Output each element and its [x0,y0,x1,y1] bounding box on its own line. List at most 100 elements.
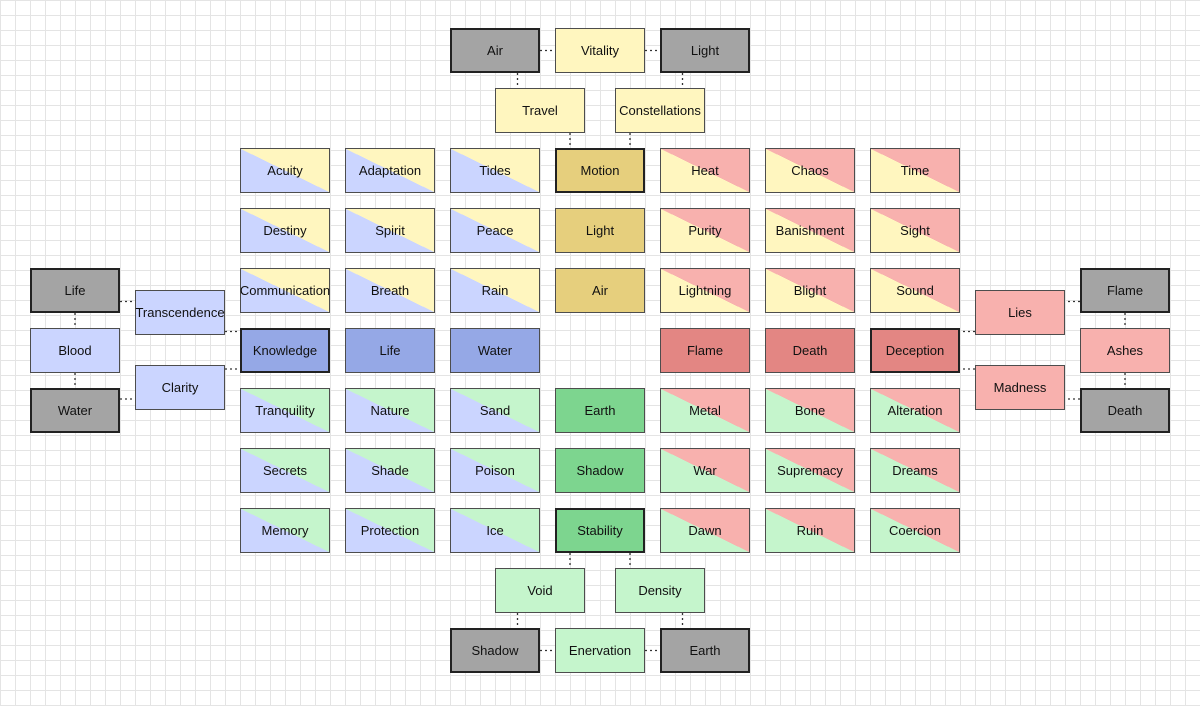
node-flame-center[interactable]: Flame [660,328,750,373]
node-density[interactable]: Density [615,568,705,613]
node-death-center[interactable]: Death [765,328,855,373]
node-label: Acuity [267,163,303,178]
node-banishment[interactable]: Banishment [765,208,855,253]
node-coercion[interactable]: Coercion [870,508,960,553]
node-top-light[interactable]: Light [660,28,750,73]
node-destiny[interactable]: Destiny [240,208,330,253]
node-label: Sight [900,223,930,238]
node-peace[interactable]: Peace [450,208,540,253]
node-label: Deception [885,343,945,358]
node-stability[interactable]: Stability [555,508,645,553]
node-label: Alteration [887,403,943,418]
node-label: Water [57,403,93,418]
node-left-blood[interactable]: Blood [30,328,120,373]
node-dreams[interactable]: Dreams [870,448,960,493]
node-dawn[interactable]: Dawn [660,508,750,553]
node-nature[interactable]: Nature [345,388,435,433]
node-spirit[interactable]: Spirit [345,208,435,253]
node-tides[interactable]: Tides [450,148,540,193]
node-label: Life [64,283,86,298]
node-label: Constellations [619,103,701,118]
node-constellations[interactable]: Constellations [615,88,705,133]
node-madness[interactable]: Madness [975,365,1065,410]
node-label: Death [1107,403,1143,418]
node-lies[interactable]: Lies [975,290,1065,335]
node-void[interactable]: Void [495,568,585,613]
node-air-center[interactable]: Air [555,268,645,313]
node-label: Travel [522,103,558,118]
node-label: Metal [689,403,721,418]
node-motion[interactable]: Motion [555,148,645,193]
node-blight[interactable]: Blight [765,268,855,313]
node-label: Destiny [263,223,307,238]
node-adaptation[interactable]: Adaptation [345,148,435,193]
node-top-vitality[interactable]: Vitality [555,28,645,73]
node-ruin[interactable]: Ruin [765,508,855,553]
node-label: Secrets [262,463,308,478]
node-water-center[interactable]: Water [450,328,540,373]
node-label: Air [592,283,608,298]
node-label: Spirit [375,223,405,238]
node-war[interactable]: War [660,448,750,493]
node-label: Lies [1008,305,1032,320]
node-poison[interactable]: Poison [450,448,540,493]
node-supremacy[interactable]: Supremacy [765,448,855,493]
node-label: Madness [993,380,1047,395]
node-ice[interactable]: Ice [450,508,540,553]
node-time[interactable]: Time [870,148,960,193]
node-knowledge[interactable]: Knowledge [240,328,330,373]
node-label: Enervation [568,643,632,658]
node-label: Earth [584,403,616,418]
node-memory[interactable]: Memory [240,508,330,553]
node-left-life[interactable]: Life [30,268,120,313]
node-top-air[interactable]: Air [450,28,540,73]
node-label: Lightning [678,283,732,298]
node-bottom-shadow[interactable]: Shadow [450,628,540,673]
node-shadow-center[interactable]: Shadow [555,448,645,493]
node-acuity[interactable]: Acuity [240,148,330,193]
node-alteration[interactable]: Alteration [870,388,960,433]
node-right-flame[interactable]: Flame [1080,268,1170,313]
node-bottom-earth[interactable]: Earth [660,628,750,673]
node-earth-center[interactable]: Earth [555,388,645,433]
node-sight[interactable]: Sight [870,208,960,253]
node-label: Dawn [688,523,722,538]
node-purity[interactable]: Purity [660,208,750,253]
node-travel[interactable]: Travel [495,88,585,133]
node-protection[interactable]: Protection [345,508,435,553]
node-deception[interactable]: Deception [870,328,960,373]
node-label: Life [379,343,401,358]
node-breath[interactable]: Breath [345,268,435,313]
node-label: Light [585,223,615,238]
node-label: Adaptation [358,163,422,178]
node-tranquility[interactable]: Tranquility [240,388,330,433]
node-light-center[interactable]: Light [555,208,645,253]
node-shade[interactable]: Shade [345,448,435,493]
node-label: Density [638,583,682,598]
node-enervation[interactable]: Enervation [555,628,645,673]
node-sand[interactable]: Sand [450,388,540,433]
node-label: Tides [479,163,511,178]
node-sound[interactable]: Sound [870,268,960,313]
node-lightning[interactable]: Lightning [660,268,750,313]
node-label: War [693,463,717,478]
node-secrets[interactable]: Secrets [240,448,330,493]
node-left-water[interactable]: Water [30,388,120,433]
node-label: Motion [580,163,620,178]
node-label: Rain [481,283,509,298]
node-label: Clarity [161,380,199,395]
node-right-death[interactable]: Death [1080,388,1170,433]
node-life-center[interactable]: Life [345,328,435,373]
node-heat[interactable]: Heat [660,148,750,193]
node-chaos[interactable]: Chaos [765,148,855,193]
node-label: Coercion [888,523,942,538]
node-label: Ruin [796,523,824,538]
node-metal[interactable]: Metal [660,388,750,433]
node-rain[interactable]: Rain [450,268,540,313]
node-bone[interactable]: Bone [765,388,855,433]
node-transcendence[interactable]: Transcendence [135,290,225,335]
node-clarity[interactable]: Clarity [135,365,225,410]
node-communication[interactable]: Communication [240,268,330,313]
node-right-ashes[interactable]: Ashes [1080,328,1170,373]
